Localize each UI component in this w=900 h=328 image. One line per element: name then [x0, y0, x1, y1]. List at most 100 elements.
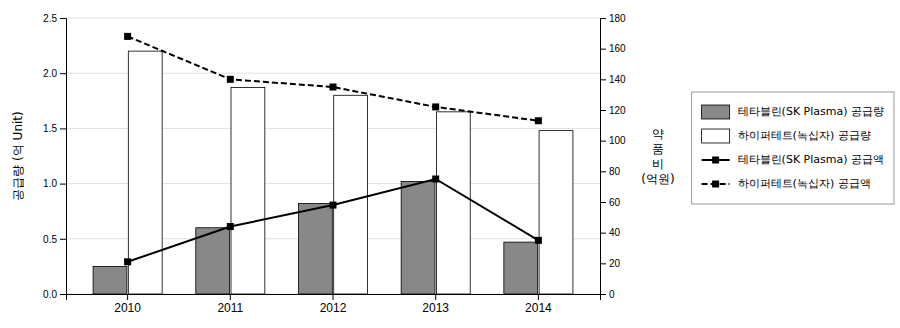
legend-marker: [712, 157, 719, 164]
tick: 2.5: [43, 13, 66, 24]
tick-label: 2011: [217, 301, 243, 315]
tick-mark: [60, 73, 66, 74]
tick-mark: [600, 294, 606, 295]
y-axis: 0.0 0.5 1.0 1.5 2.0 2.5: [43, 13, 66, 300]
tick-label: 160: [609, 43, 626, 54]
tick-mark: [60, 294, 66, 295]
marker: [432, 176, 439, 183]
tick-label: 2.5: [43, 13, 57, 24]
tick: 20: [600, 258, 621, 269]
tick-mark: [600, 171, 606, 172]
tick-label: 1.0: [43, 178, 57, 189]
tick: 2012: [320, 294, 347, 315]
tick: 120: [600, 105, 626, 116]
grid: [66, 18, 600, 294]
tick-label: 2014: [525, 301, 552, 315]
legend-item: 하이퍼테트(녹십자) 공급액: [702, 177, 871, 190]
bar: [539, 131, 573, 294]
chart-container: 2010 2011 2012 2013 2014 0.0 0.5 1.0 1.5 2.0 2.5 0 2…: [0, 0, 900, 328]
bar: [93, 266, 127, 294]
bar: [401, 181, 435, 294]
tick: 0: [600, 289, 615, 300]
axis-line: [601, 19, 607, 295]
bar: [504, 242, 538, 294]
line: [128, 36, 539, 120]
y2-axis-label-line: 비: [652, 157, 664, 171]
axis-line: [60, 19, 67, 295]
legend-item: 테타블린(SK Plasma) 공급량: [702, 105, 884, 119]
tick-mark: [600, 79, 606, 80]
tick-mark: [60, 128, 66, 129]
y2-axis-label-line: 약: [652, 127, 664, 141]
marker: [124, 33, 131, 40]
tick-label: 1.5: [43, 123, 57, 134]
tick-label: 180: [609, 13, 626, 24]
tick-mark: [600, 18, 606, 19]
tick-mark: [230, 294, 231, 300]
legend-swatch: [702, 129, 730, 143]
tick: 1.0: [43, 178, 66, 189]
tick-mark: [333, 294, 334, 300]
tick-label: 2013: [422, 301, 449, 315]
tick: 180: [600, 13, 626, 24]
tick-label: 100: [609, 135, 626, 146]
marker: [124, 258, 131, 265]
y2-axis-label: 약품비(억원): [641, 127, 674, 186]
tick: 1.5: [43, 123, 66, 134]
marker: [535, 237, 542, 244]
plot-area: [93, 33, 573, 294]
tick-label: 2.0: [43, 68, 57, 79]
tick: 0.5: [43, 234, 66, 245]
tick-label: 80: [609, 166, 621, 177]
tick-mark: [435, 294, 436, 300]
y2-axis-label-line: 품: [652, 142, 664, 156]
tick-mark: [127, 294, 128, 300]
marker: [227, 76, 234, 83]
marker: [432, 103, 439, 110]
tick-mark: [60, 18, 66, 19]
bar: [334, 95, 368, 294]
tick: 160: [600, 43, 626, 54]
tick: 0.0: [43, 289, 66, 300]
legend-swatch: [702, 105, 730, 119]
line-series: [124, 176, 542, 266]
tick-label: 2010: [114, 301, 141, 315]
legend-label: 테타블린(SK Plasma) 공급액: [738, 153, 884, 166]
tick: 2010: [114, 294, 141, 315]
tick-mark: [60, 239, 66, 240]
tick: 40: [600, 227, 621, 238]
y2-axis: 0 20 40 60 80 100 120 140 160 180: [600, 13, 626, 300]
bar: [128, 51, 162, 294]
tick: 2.0: [43, 68, 66, 79]
tick-label: 40: [609, 227, 621, 238]
tick-mark: [600, 110, 606, 111]
line-series: [124, 33, 542, 124]
marker: [330, 84, 337, 91]
tick-label: 20: [609, 258, 621, 269]
legend-item: 테타블린(SK Plasma) 공급액: [702, 153, 884, 166]
tick: 100: [600, 135, 626, 146]
tick-mark: [600, 202, 606, 203]
tick-label: 60: [609, 197, 621, 208]
axis-line: [67, 295, 601, 301]
legend-label: 하이퍼테트(녹십자) 공급량: [738, 129, 871, 142]
tick-label: 0.5: [43, 234, 57, 245]
line: [128, 179, 539, 262]
tick-mark: [538, 294, 539, 300]
legend: 테타블린(SK Plasma) 공급량하이퍼테트(녹십자) 공급량테타블린(SK…: [692, 92, 894, 204]
bar: [298, 203, 332, 294]
marker: [330, 202, 337, 209]
tick-label: 0.0: [43, 289, 57, 300]
y2-axis-label-line: (억원): [641, 172, 674, 186]
legend-marker: [712, 181, 719, 188]
grid-line: [66, 18, 600, 19]
tick-label: 120: [609, 105, 626, 116]
legend-label: 테타블린(SK Plasma) 공급량: [738, 105, 884, 118]
y-axis-label: 공급량 (억 Unit): [11, 111, 25, 200]
legend-label: 하이퍼테트(녹십자) 공급액: [738, 177, 871, 190]
tick: 80: [600, 166, 621, 177]
marker: [227, 223, 234, 230]
tick: 140: [600, 74, 626, 85]
tick-mark: [600, 263, 606, 264]
marker: [535, 117, 542, 124]
